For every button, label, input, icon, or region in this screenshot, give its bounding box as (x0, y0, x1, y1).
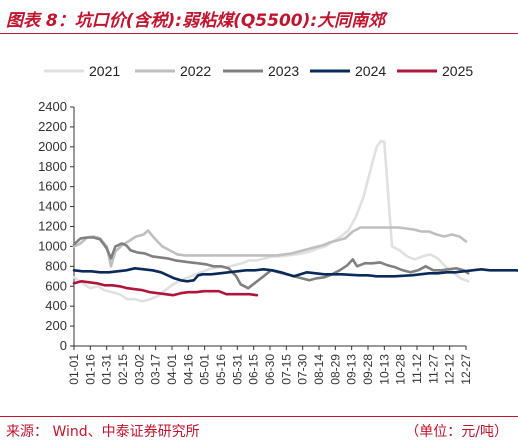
x-tick-label: 11-27 (426, 354, 440, 384)
legend-label: 2021 (89, 63, 120, 79)
unit-note: （单位：元/吨） (405, 424, 508, 440)
y-tick-label: 200 (45, 318, 67, 333)
legend-label: 2025 (442, 63, 473, 79)
x-tick-label: 01-16 (83, 354, 97, 385)
x-tick-label: 09-28 (361, 354, 375, 385)
x-tick-label: 06-30 (263, 354, 277, 385)
y-tick-label: 1600 (38, 179, 67, 194)
x-axis: 01-01 01-16 01-31 02-15 03-02 03-17 04-01 04-16… (67, 345, 473, 385)
legend-label: 2023 (268, 63, 299, 79)
x-tick-label: 08-29 (328, 354, 342, 385)
series-line-2022 (72, 226, 468, 268)
source-note: 来源： Wind、中泰证券研究所 (6, 424, 200, 440)
x-tick-label: 11-12 (410, 354, 424, 384)
legend-label: 2022 (180, 63, 211, 79)
series-line-2024 (72, 267, 518, 283)
legend: 2021 2022 2023 2024 2025 (44, 63, 473, 79)
y-tick-label: 1000 (38, 238, 67, 253)
y-tick-label: 400 (45, 298, 67, 313)
y-tick-label: 1400 (38, 199, 67, 214)
chart: 2021 2022 2023 2024 2025 0 200 400 600 800 1000 12… (38, 63, 518, 385)
source-divider (0, 416, 518, 417)
y-tick-label: 2400 (38, 99, 67, 114)
x-tick-label: 10-28 (394, 354, 408, 385)
x-tick-label: 03-17 (149, 354, 163, 385)
x-tick-label: 01-01 (67, 354, 81, 385)
y-tick-label: 0 (60, 338, 67, 353)
x-tick-label: 07-15 (279, 354, 293, 385)
x-tick-label: 05-16 (214, 354, 228, 385)
x-tick-label: 05-31 (230, 354, 244, 385)
y-tick-label: 1800 (38, 159, 67, 174)
x-tick-label: 04-01 (165, 354, 179, 385)
x-tick-label: 07-30 (296, 354, 310, 385)
figure-title: 图表 8：坑口价(含税):弱粘煤(Q5500):大同南郊 (6, 11, 386, 31)
series-line-2021 (72, 139, 470, 303)
x-tick-label: 12-12 (443, 354, 457, 385)
y-tick-label: 2200 (38, 119, 67, 134)
title-divider (0, 33, 518, 34)
y-tick-label: 600 (45, 278, 67, 293)
x-tick-label: 10-13 (377, 354, 391, 385)
legend-label: 2024 (355, 63, 386, 79)
x-tick-label: 01-31 (100, 354, 114, 385)
series-line-2025 (72, 280, 259, 297)
x-tick-label: 09-13 (345, 354, 359, 385)
x-tick-label: 08-14 (312, 354, 326, 385)
x-tick-label: 05-01 (198, 354, 212, 385)
x-tick-label: 03-02 (132, 354, 146, 385)
x-tick-label: 12-27 (459, 354, 473, 385)
x-tick-label: 04-16 (181, 354, 195, 385)
y-tick-label: 800 (45, 258, 67, 273)
series-line-2023 (72, 236, 470, 290)
plot-lines (72, 139, 518, 303)
y-axis: 0 200 400 600 800 1000 1200 1400 1600 1800 2000 220… (38, 99, 75, 353)
y-tick-label: 2000 (38, 139, 67, 154)
x-tick-label: 06-15 (247, 354, 261, 385)
x-tick-label: 02-15 (116, 354, 130, 385)
y-tick-label: 1200 (38, 219, 67, 234)
